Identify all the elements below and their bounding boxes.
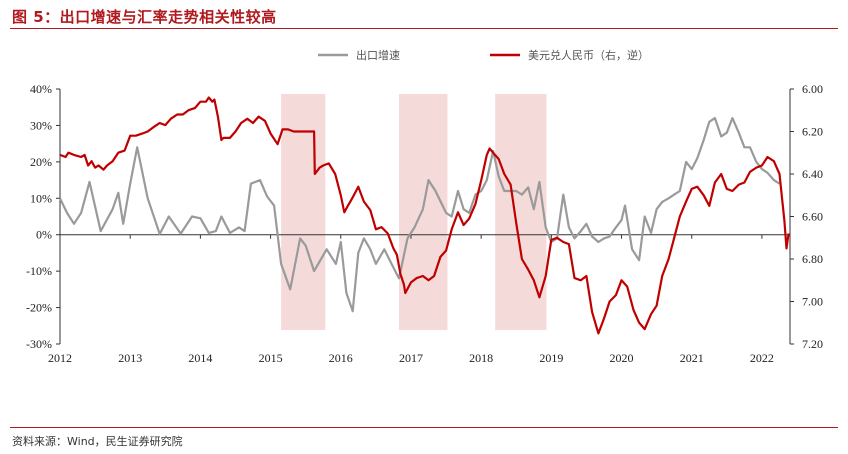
x-tick-label: 2013 [118, 351, 142, 365]
series-line-export-growth [59, 117, 781, 313]
legend: 出口增速 美元兑人民币（右，逆） [318, 48, 649, 62]
y-left-tick-label: 20% [30, 155, 52, 169]
y-left-tick-label: 10% [30, 191, 52, 205]
y-left-tick-label: 40% [30, 82, 52, 96]
shaded-period-1 [399, 94, 448, 330]
y-right-tick-label: 6.20 [802, 125, 823, 139]
title-rule [10, 28, 838, 29]
x-tick-label: 2016 [329, 351, 353, 365]
x-tick-label: 2020 [610, 351, 634, 365]
x-tick-label: 2014 [188, 351, 212, 365]
x-tick-label: 2017 [399, 351, 423, 365]
y-left-tick-label: -10% [26, 264, 52, 278]
y-left-tick-label: -20% [26, 301, 52, 315]
y-right-tick-label: 6.60 [802, 210, 823, 224]
chart: 出口增速 美元兑人民币（右，逆） 40% 30% 20% 10% 0% -10% -20% -… [26, 48, 823, 365]
x-tick-label: 2015 [259, 351, 283, 365]
y-right-tick-label: 6.80 [802, 252, 823, 266]
y-left-tick-label: 0% [36, 228, 52, 242]
shaded-period-0 [281, 94, 326, 330]
legend-label-export: 出口增速 [356, 48, 400, 62]
x-tick-label: 2018 [469, 351, 493, 365]
y-left-tick-label: 30% [30, 118, 52, 132]
shaded-periods [281, 94, 547, 330]
y-right-tick-label: 7.00 [802, 295, 823, 309]
y-left-tick-label: -30% [26, 337, 52, 351]
legend-label-usdcny: 美元兑人民币（右，逆） [528, 48, 649, 62]
source-note: 资料来源：Wind，民生证券研究院 [12, 435, 183, 448]
series [59, 96, 790, 335]
x-tick-label: 2021 [680, 351, 704, 365]
x-tick-label: 2012 [48, 351, 72, 365]
chart-title: 图 5：出口增速与汇率走势相关性较高 [12, 8, 277, 26]
x-tick-label: 2022 [750, 351, 774, 365]
footer-rule [10, 427, 838, 428]
y-right-tick-label: 7.20 [802, 337, 823, 351]
y-right-tick-label: 6.40 [802, 167, 823, 181]
x-tick-label: 2019 [539, 351, 563, 365]
axes: 40% 30% 20% 10% 0% -10% -20% -30% 6.00 6.20 6.40 6.… [26, 82, 823, 365]
series-line-usdcny [59, 96, 790, 335]
y-right-tick-label: 6.00 [802, 82, 823, 96]
